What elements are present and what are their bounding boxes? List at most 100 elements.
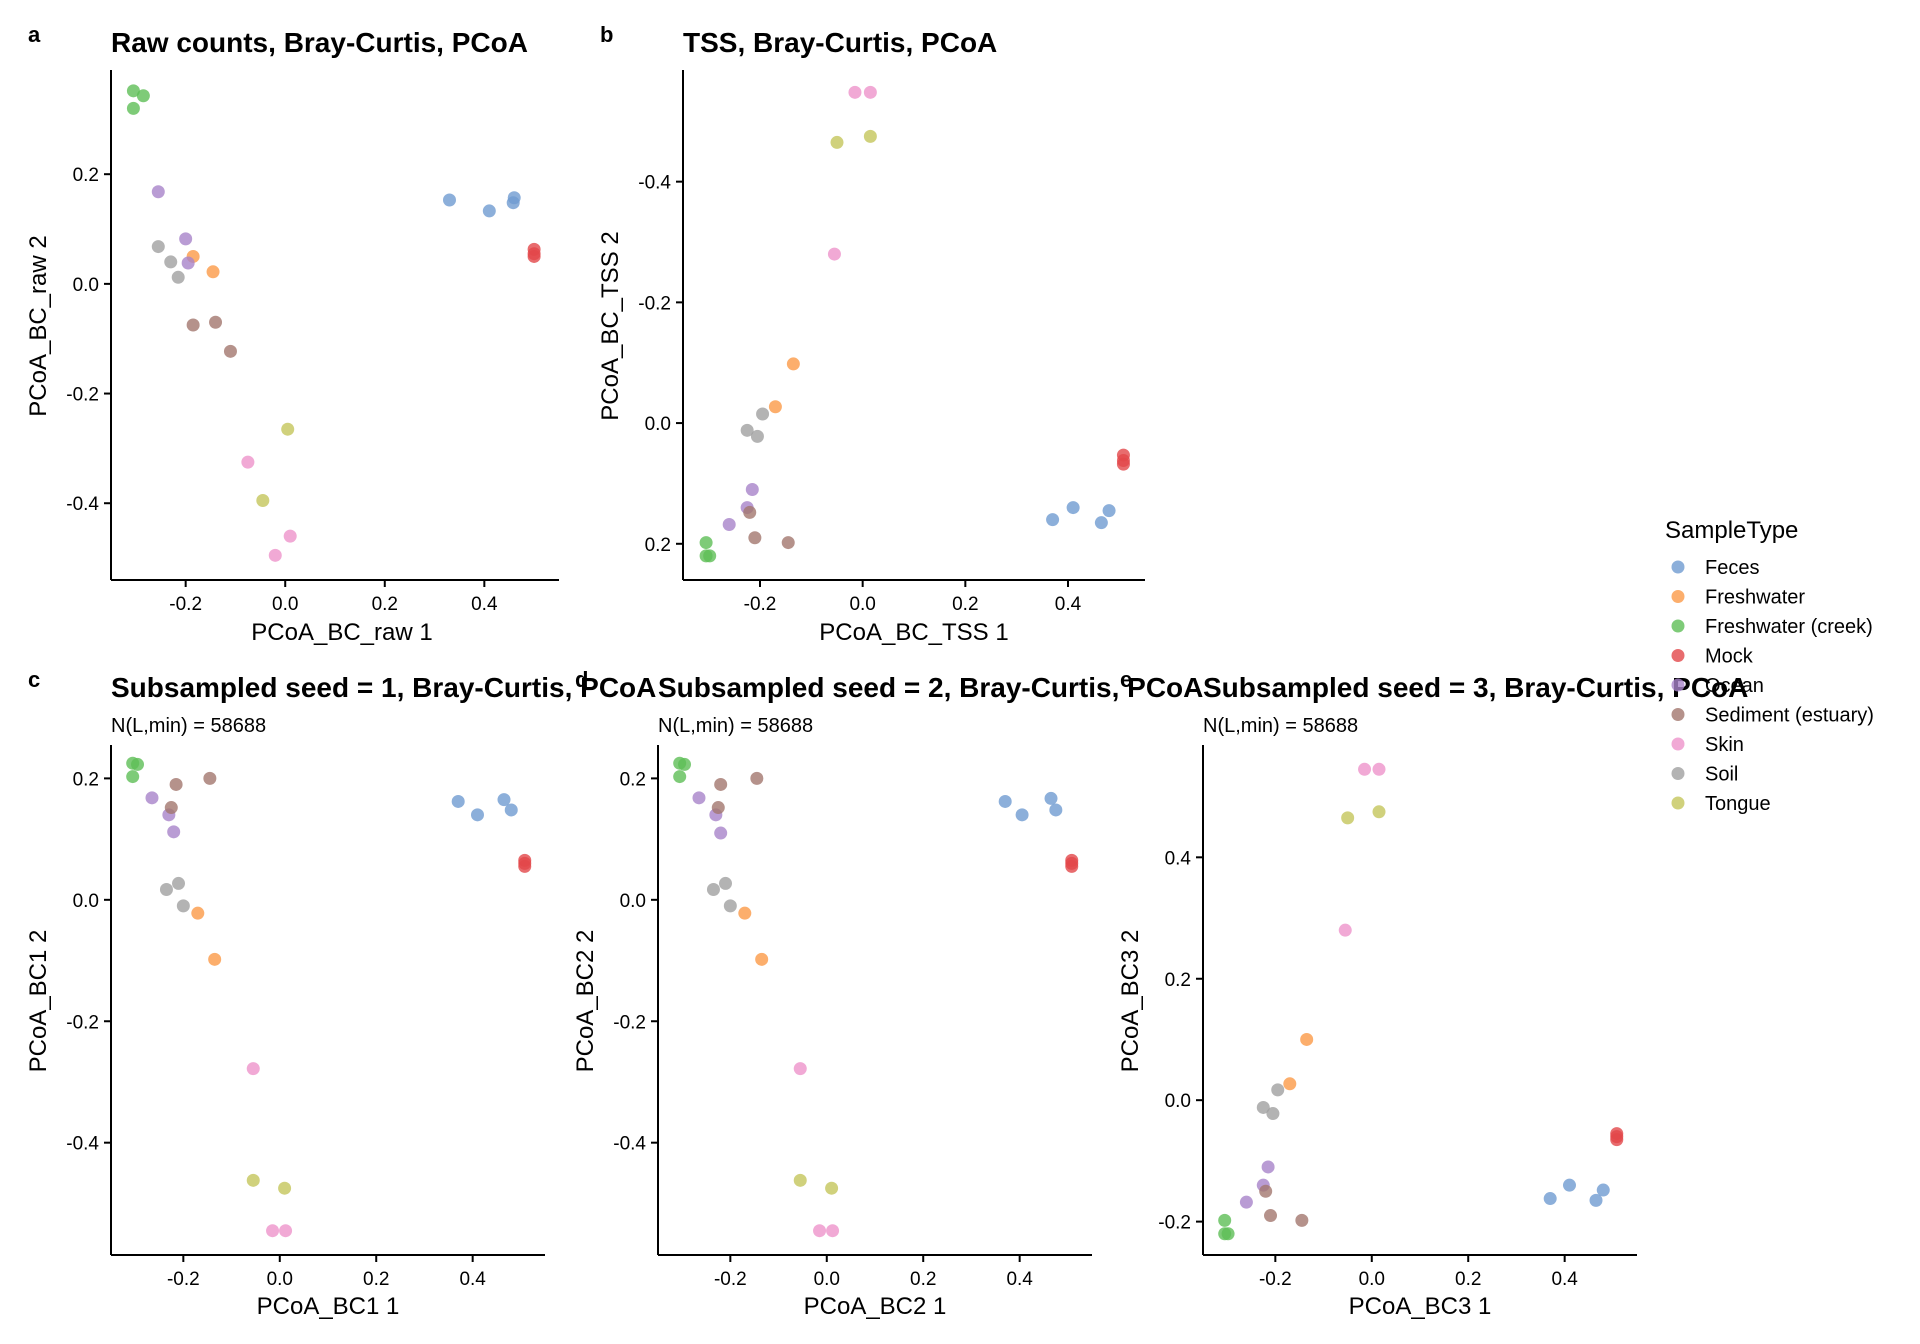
- scatter-point: [281, 422, 295, 436]
- y-tick-label: 0.0: [73, 891, 99, 912]
- legend-label: Soil: [1705, 764, 1738, 786]
- scatter-point: [1283, 1077, 1297, 1091]
- scatter-point: [278, 1181, 292, 1195]
- scatter-point: [279, 1224, 293, 1238]
- y-tick-label: -0.2: [638, 293, 671, 314]
- scatter-point: [1341, 811, 1355, 825]
- scatter-point: [1300, 1032, 1314, 1046]
- scatter-point: [711, 801, 725, 815]
- scatter-point: [1044, 791, 1058, 805]
- scatter-point: [1543, 1192, 1557, 1206]
- scatter-point: [1271, 1083, 1285, 1097]
- legend-swatch: [1671, 767, 1685, 780]
- x-tick-label: -0.2: [169, 594, 202, 615]
- x-axis-label: PCoA_BC_raw 1: [251, 619, 432, 646]
- scatter-point: [1066, 501, 1080, 515]
- scatter-point: [1218, 1213, 1232, 1227]
- panel-b: b TSS, Bray-Curtis, PCoA PCoA_BC_TSS 1 P…: [597, 22, 1145, 646]
- x-axis-label: PCoA_BC1 1: [257, 1293, 400, 1320]
- scatter-point: [482, 204, 496, 218]
- scatter-point: [738, 906, 752, 920]
- panel-letter-d: d: [575, 667, 588, 692]
- scatter-point: [131, 757, 145, 771]
- legend-label: Sediment (estuary): [1705, 705, 1874, 727]
- scatter-point: [848, 85, 862, 99]
- x-tick-label: 0.4: [1055, 594, 1082, 615]
- scatter-point: [169, 777, 183, 791]
- scatter-point: [1266, 1107, 1280, 1121]
- legend-swatch: [1671, 796, 1685, 810]
- y-axis-label: PCoA_BC_TSS 2: [597, 231, 624, 420]
- scatter-point: [678, 757, 692, 771]
- scatter-point: [703, 549, 717, 563]
- scatter-point: [209, 315, 223, 329]
- scatter-point: [266, 1224, 280, 1238]
- scatter-point: [813, 1224, 827, 1238]
- scatter-point: [442, 193, 456, 207]
- x-tick-label: 0.2: [952, 594, 978, 615]
- scatter-point: [507, 191, 521, 205]
- y-tick-label: 0.2: [73, 165, 99, 186]
- scatter-point: [750, 771, 764, 785]
- scatter-point: [755, 952, 769, 966]
- panel-letter-b: b: [600, 22, 613, 47]
- y-tick-label: 0.2: [620, 769, 646, 790]
- scatter-point: [1116, 457, 1130, 471]
- scatter-point: [706, 883, 720, 896]
- scatter-point: [863, 85, 877, 99]
- scatter-point: [740, 423, 754, 437]
- scatter-point: [998, 794, 1012, 808]
- y-axis-label: PCoA_BC2 2: [572, 930, 599, 1073]
- scatter-point: [1610, 1133, 1624, 1147]
- scatter-point: [786, 357, 800, 371]
- x-tick-label: 0.2: [910, 1269, 936, 1290]
- scatter-point: [191, 906, 205, 920]
- scatter-point: [203, 771, 217, 785]
- x-axis-label: PCoA_BC2 1: [804, 1293, 947, 1320]
- scatter-point: [241, 455, 255, 469]
- scatter-point: [518, 859, 532, 873]
- panel-title: TSS, Bray-Curtis, PCoA: [683, 27, 997, 58]
- scatter-point: [793, 1062, 807, 1076]
- legend-swatch: [1671, 560, 1685, 574]
- y-tick-label: 0.2: [645, 535, 671, 556]
- scatter-point: [1239, 1195, 1253, 1209]
- x-axis-label: PCoA_BC_TSS 1: [819, 619, 1008, 646]
- y-axis-label: PCoA_BC3 2: [1117, 930, 1144, 1073]
- scatter-point: [256, 493, 270, 507]
- panel-c: c Subsampled seed = 1, Bray-Curtis, PCoA…: [25, 667, 656, 1320]
- scatter-point: [223, 344, 237, 358]
- panel-subtitle: N(L,min) = 58688: [658, 715, 813, 737]
- legend-label: Freshwater (creek): [1705, 616, 1873, 638]
- x-tick-label: 0.2: [1455, 1269, 1481, 1290]
- scatter-point: [172, 876, 186, 890]
- x-tick-label: -0.2: [714, 1269, 747, 1290]
- y-axis-label: PCoA_BC_raw 2: [25, 235, 52, 416]
- scatter-point: [176, 899, 190, 913]
- scatter-point: [722, 517, 736, 531]
- scatter-point: [136, 89, 150, 103]
- scatter-point: [1259, 1184, 1273, 1198]
- legend-label: Skin: [1705, 734, 1744, 756]
- x-tick-label: -0.2: [167, 1269, 200, 1290]
- y-tick-label: 0.4: [1165, 848, 1192, 869]
- scatter-point: [246, 1062, 260, 1076]
- scatter-point: [164, 255, 178, 269]
- scatter-point: [1338, 923, 1352, 937]
- scatter-point: [1295, 1213, 1309, 1227]
- scatter-point: [1046, 513, 1060, 527]
- panel-letter-c: c: [28, 667, 40, 692]
- panel-title: Subsampled seed = 2, Bray-Curtis, PCoA: [658, 672, 1203, 703]
- scatter-point: [186, 318, 200, 332]
- scatter-point: [830, 135, 844, 149]
- scatter-point: [470, 808, 484, 822]
- legend-label: Mock: [1705, 646, 1754, 668]
- x-tick-label: 0.0: [849, 594, 875, 615]
- panel-d: d Subsampled seed = 2, Bray-Curtis, PCoA…: [572, 667, 1203, 1320]
- scatter-point: [1589, 1193, 1603, 1207]
- y-tick-label: -0.2: [66, 385, 99, 406]
- x-tick-label: -0.2: [744, 594, 777, 615]
- scatter-point: [171, 270, 185, 284]
- y-tick-label: -0.2: [613, 1012, 646, 1033]
- x-tick-label: 0.0: [267, 1269, 293, 1290]
